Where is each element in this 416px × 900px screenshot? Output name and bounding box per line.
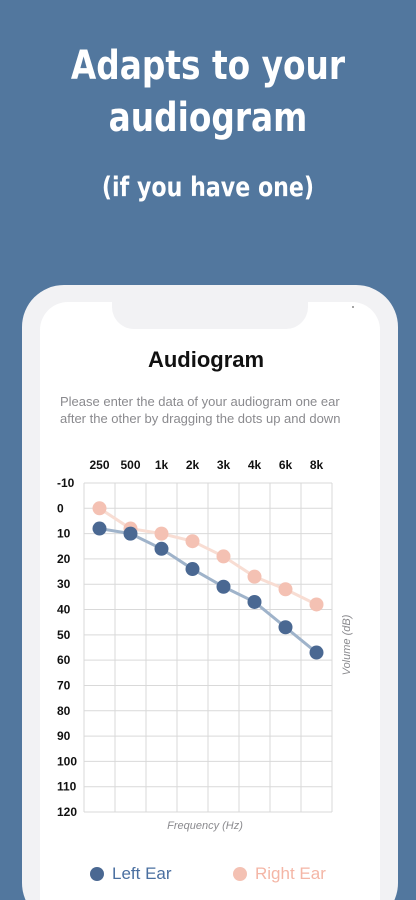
y-tick-label: 50 (57, 628, 71, 642)
phone-screen (40, 302, 380, 900)
left-ear-dot-icon (90, 867, 104, 881)
instructions-text: Please enter the data of your audiogram … (60, 394, 341, 426)
left-ear-point[interactable] (123, 526, 138, 541)
y-tick-label: 90 (57, 729, 71, 743)
left-ear-point[interactable] (309, 645, 324, 660)
x-tick-label: 3k (217, 458, 231, 472)
legend-left-label: Left Ear (112, 864, 172, 883)
y-tick-label: 110 (57, 780, 77, 794)
right-ear-point[interactable] (247, 569, 262, 584)
right-ear-point[interactable] (185, 534, 200, 549)
y-tick-label: 100 (57, 754, 77, 768)
y-axis-label: Volume (dB) (341, 614, 353, 675)
y-tick-labels: -10 0 10 20 30 40 50 60 70 80 90 100 110 120 (57, 476, 77, 819)
left-ear-point[interactable] (185, 562, 200, 577)
chart-grid (83, 482, 333, 813)
right-ear-point[interactable] (278, 582, 293, 597)
y-tick-label: 30 (57, 577, 71, 591)
x-tick-label: 500 (120, 458, 140, 472)
right-ear-point[interactable] (309, 597, 324, 612)
y-tick-label: 120 (57, 805, 77, 819)
x-tick-label: 1k (155, 458, 169, 472)
y-tick-label: -10 (57, 476, 75, 490)
y-tick-label: 40 (57, 603, 71, 617)
x-axis-label: Frequency (Hz) (167, 820, 243, 832)
status-indicator (352, 306, 354, 308)
x-tick-label: 2k (186, 458, 200, 472)
promo-headline-line2: audiogram (108, 95, 308, 141)
x-tick-label: 6k (279, 458, 293, 472)
y-tick-label: 70 (57, 678, 71, 692)
left-ear-point[interactable] (92, 521, 107, 536)
y-tick-label: 10 (57, 527, 71, 541)
x-tick-label: 4k (248, 458, 262, 472)
y-tick-label: 0 (57, 501, 64, 515)
page-title: Audiogram (147, 347, 265, 372)
legend-right-label: Right Ear (255, 864, 326, 883)
left-ear-point[interactable] (278, 620, 293, 635)
y-tick-label: 20 (57, 552, 71, 566)
y-tick-label: 80 (57, 704, 71, 718)
legend-left-ear[interactable]: Left Ear (90, 862, 172, 886)
right-ear-point[interactable] (154, 526, 169, 541)
promo-subhead: (if you have one) (101, 172, 315, 203)
x-tick-label: 8k (310, 458, 324, 472)
chart-series (92, 501, 324, 660)
right-ear-dot-icon (233, 867, 247, 881)
left-ear-point[interactable] (247, 594, 262, 609)
legend-right-ear[interactable]: Right Ear (233, 862, 326, 886)
left-ear-point[interactable] (216, 579, 231, 594)
phone-notch (112, 285, 308, 329)
x-tick-label: 250 (89, 458, 109, 472)
right-ear-point[interactable] (92, 501, 107, 516)
y-tick-label: 60 (57, 653, 71, 667)
x-tick-labels: 250 500 1k 2k 3k 4k 6k 8k (89, 458, 323, 472)
left-ear-point[interactable] (154, 541, 169, 556)
right-ear-point[interactable] (216, 549, 231, 564)
promo-headline: Adapts to your audiogram (37, 40, 378, 144)
promo-headline-line1: Adapts to your (70, 43, 346, 89)
